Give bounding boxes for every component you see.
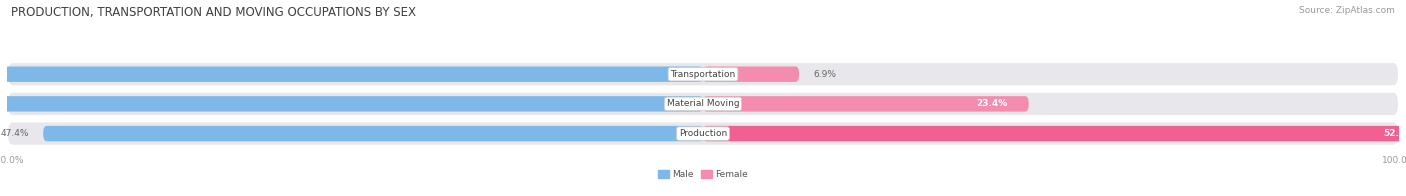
Text: 23.4%: 23.4% bbox=[977, 99, 1008, 108]
FancyBboxPatch shape bbox=[7, 92, 1399, 116]
Text: 52.6%: 52.6% bbox=[1384, 129, 1406, 138]
Text: 6.9%: 6.9% bbox=[813, 70, 837, 79]
Text: Material Moving: Material Moving bbox=[666, 99, 740, 108]
FancyBboxPatch shape bbox=[0, 66, 703, 82]
FancyBboxPatch shape bbox=[44, 126, 703, 141]
FancyBboxPatch shape bbox=[703, 66, 799, 82]
FancyBboxPatch shape bbox=[703, 126, 1406, 141]
Text: 47.4%: 47.4% bbox=[1, 129, 30, 138]
FancyBboxPatch shape bbox=[7, 121, 1399, 146]
Text: Source: ZipAtlas.com: Source: ZipAtlas.com bbox=[1299, 6, 1395, 15]
Text: Transportation: Transportation bbox=[671, 70, 735, 79]
Text: PRODUCTION, TRANSPORTATION AND MOVING OCCUPATIONS BY SEX: PRODUCTION, TRANSPORTATION AND MOVING OC… bbox=[11, 6, 416, 19]
Text: Production: Production bbox=[679, 129, 727, 138]
FancyBboxPatch shape bbox=[703, 96, 1029, 112]
FancyBboxPatch shape bbox=[0, 96, 703, 112]
Legend: Male, Female: Male, Female bbox=[654, 166, 752, 183]
FancyBboxPatch shape bbox=[7, 62, 1399, 86]
